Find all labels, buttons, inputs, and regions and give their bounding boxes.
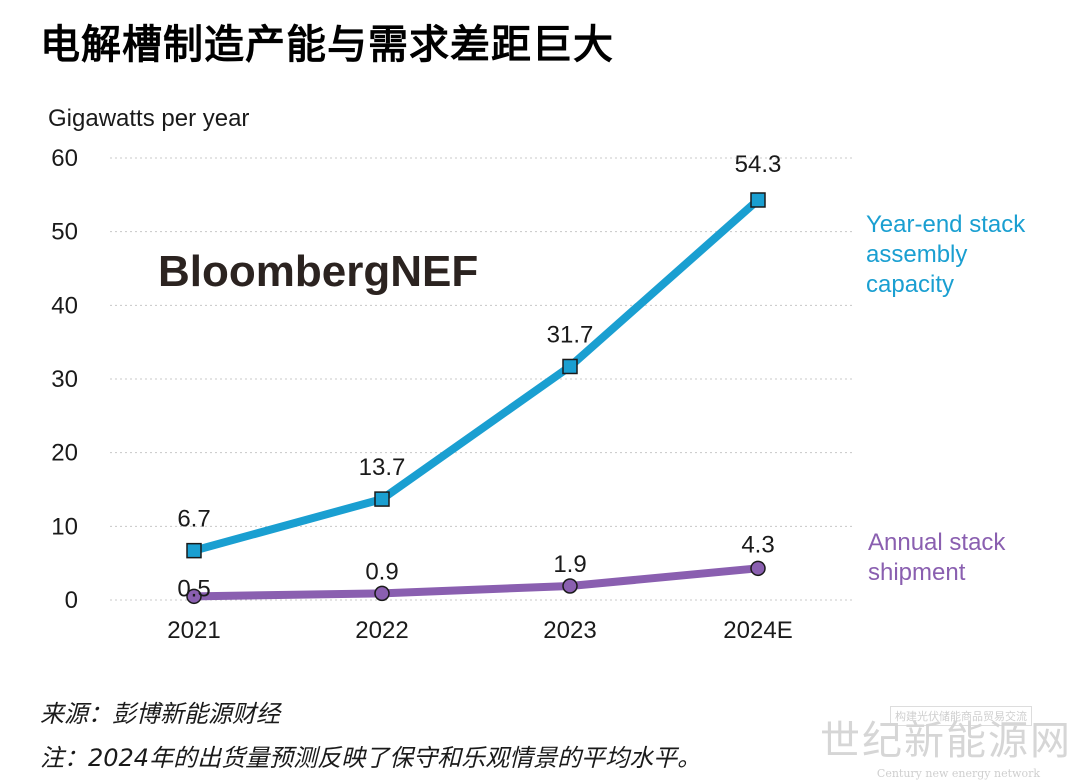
data-label: 54.3 — [735, 151, 782, 178]
series-line — [190, 195, 762, 555]
footnote: 注：2024年的出货量预测反映了保守和乐观情景的平均水平。 — [40, 744, 702, 772]
legend-label: shipment — [868, 559, 966, 586]
y-tick-labels: 0 10 20 30 40 50 60 — [51, 145, 78, 614]
y-tick-label: 50 — [51, 219, 78, 246]
data-point — [186, 542, 202, 559]
data-point — [186, 588, 202, 605]
data-point — [374, 585, 390, 602]
x-tick-labels: 2021 2022 2023 2024E — [167, 617, 792, 644]
data-point — [374, 491, 390, 507]
y-tick-label: 0 — [65, 587, 78, 614]
y-tick-label: 30 — [51, 366, 78, 393]
watermark-logo: 世纪新能源网 — [820, 718, 1072, 764]
x-tick-label: 2023 — [543, 617, 596, 644]
gridlines — [110, 157, 852, 601]
data-point — [750, 560, 766, 577]
y-tick-label: 40 — [51, 292, 78, 319]
y-tick-label: 10 — [51, 513, 78, 540]
data-point — [750, 192, 766, 208]
series-group: 6.7 13.7 31.7 54.3 0.5 0.9 1.9 4.3 — [177, 151, 782, 605]
data-label: 6.7 — [177, 506, 210, 533]
x-tick-label: 2024E — [723, 617, 792, 644]
watermark-subtitle: Century new energy network — [876, 767, 1040, 780]
watermark-banner: 构建光伏储能商品贸易交流 — [890, 706, 1032, 726]
data-label: 0.9 — [365, 558, 398, 585]
data-label: 4.3 — [741, 531, 774, 558]
data-label: 31.7 — [547, 321, 594, 348]
data-point — [562, 578, 578, 594]
series-legends: Year-end stack assembly capacity Annual sta… — [866, 211, 1026, 586]
x-tick-label: 2022 — [355, 617, 408, 644]
y-tick-label: 60 — [51, 145, 78, 172]
legend-label: assembly — [866, 241, 967, 268]
x-tick-label: 2021 — [167, 617, 220, 644]
legend-label: Year-end stack — [866, 211, 1026, 238]
brand-logo: BloombergNEF — [158, 247, 478, 296]
data-label: 13.7 — [359, 454, 406, 481]
source-note: 来源：彭博新能源财经 — [40, 700, 280, 728]
page-title: 电解槽制造产能与需求差距巨大 — [40, 22, 614, 68]
data-label: 0.5 — [177, 575, 210, 602]
legend-label: capacity — [866, 271, 954, 298]
legend-label: Annual stack — [868, 529, 1006, 556]
y-tick-label: 20 — [51, 440, 78, 467]
data-label: 1.9 — [553, 551, 586, 578]
series-line — [190, 564, 762, 601]
data-point — [562, 358, 578, 375]
y-axis-label: Gigawatts per year — [48, 105, 249, 132]
